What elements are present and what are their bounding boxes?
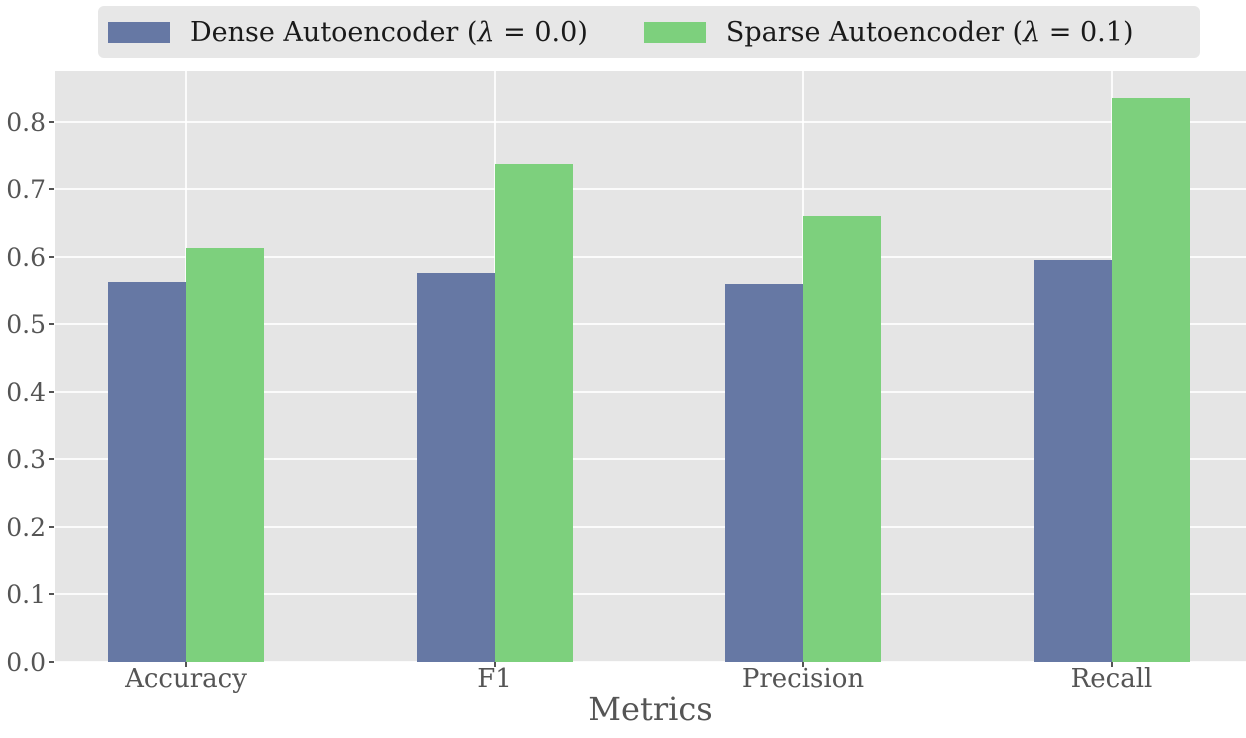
x-tick-mark (185, 662, 187, 667)
y-tick-mark (49, 661, 54, 663)
gridline-y-0.2 (55, 525, 1246, 528)
x-tick-label-recall: Recall (1070, 664, 1153, 694)
legend-entry-dense: Dense Autoencoder (λ = 0.0) (108, 19, 588, 46)
y-tick-label: 0.0 (6, 648, 46, 677)
gridline-y-0.7 (55, 188, 1246, 191)
sparse-bar-precision (803, 215, 881, 662)
y-tick-mark (49, 525, 54, 528)
gridline-y-0.6 (55, 255, 1246, 258)
y-tick-mark (49, 593, 54, 596)
x-axis-title: Metrics (588, 690, 713, 728)
y-tick-label: 0.2 (6, 512, 46, 542)
y-tick-mark (49, 120, 54, 123)
y-tick-mark (49, 458, 54, 461)
dense-series-swatch (108, 21, 170, 43)
gridline-y-0.3 (55, 458, 1246, 461)
y-tick-label: 0.8 (6, 107, 46, 137)
gridline-y-0.0 (55, 661, 1246, 663)
sparse-bar-f1 (494, 163, 573, 662)
x-tick-mark (1110, 662, 1113, 667)
y-tick-label: 0.1 (6, 580, 46, 610)
y-tick-label: 0.4 (6, 377, 46, 407)
y-tick-label: 0.6 (6, 242, 46, 272)
x-tick-mark (802, 662, 804, 667)
plot-area (55, 71, 1246, 663)
x-tick-label-accuracy: Accuracy (125, 664, 247, 694)
gridline-y-0.1 (55, 593, 1246, 596)
dense-bar-f1 (416, 273, 495, 662)
legend: Dense Autoencoder (λ = 0.0) Sparse Autoe… (98, 6, 1200, 58)
x-tick-label-f1: F1 (477, 664, 512, 694)
y-tick-label: 0.7 (6, 175, 46, 205)
sparse-bar-accuracy (186, 248, 264, 662)
gridline-y-0.5 (55, 323, 1246, 326)
y-tick-label: 0.5 (6, 310, 46, 340)
legend-label-dense: Dense Autoencoder (λ = 0.0) (190, 16, 588, 48)
gridline-y-0.4 (55, 390, 1246, 393)
legend-label-sparse: Sparse Autoencoder (λ = 0.1) (725, 16, 1134, 48)
dense-bar-recall (1033, 260, 1112, 662)
sparse-bar-recall (1111, 98, 1190, 662)
y-tick-label: 0.3 (6, 445, 46, 475)
gridline-y-0.8 (55, 120, 1246, 123)
sparse-series-swatch (643, 21, 706, 43)
dense-bar-accuracy (108, 281, 186, 662)
y-tick-mark (49, 323, 54, 326)
y-tick-mark (49, 188, 54, 191)
y-tick-mark (49, 390, 54, 393)
dense-bar-precision (725, 284, 803, 662)
y-tick-mark (49, 255, 54, 258)
legend-entry-sparse: Sparse Autoencoder (λ = 0.1) (643, 16, 1134, 48)
x-tick-label-precision: Precision (741, 664, 865, 694)
x-tick-mark (493, 662, 496, 667)
